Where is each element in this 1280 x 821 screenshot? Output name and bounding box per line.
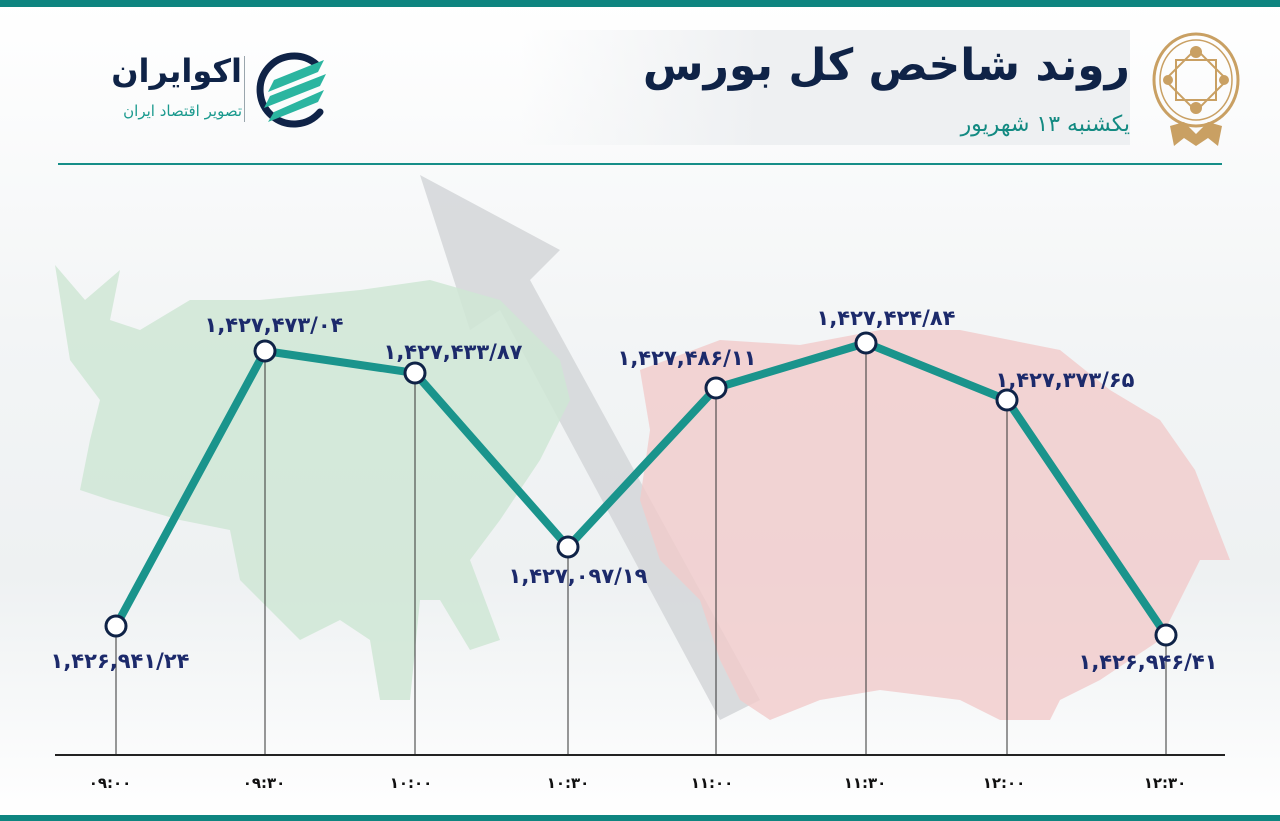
value-label-1230: ۱,۴۲۶,۹۴۶/۴۱ [1078, 650, 1218, 674]
header-divider [58, 163, 1222, 165]
value-label-1130: ۱,۴۲۷,۴۲۴/۸۴ [816, 306, 956, 330]
page-subtitle-date: یکشنبه ۱۳ شهریور [960, 112, 1130, 137]
time-label-1030: ۱۰:۳۰ [546, 774, 590, 792]
time-label-0900: ۰۹:۰۰ [88, 774, 132, 792]
drop-lines [115, 343, 1167, 754]
value-label-1100: ۱,۴۲۷,۴۸۶/۱۱ [617, 346, 757, 370]
time-label-1100: ۱۱:۰۰ [690, 774, 734, 792]
value-label-0930: ۱,۴۲۷,۴۷۳/۰۴ [204, 313, 344, 337]
time-label-1200: ۱۲:۰۰ [982, 774, 1026, 792]
brand-name: اکوایران [111, 52, 242, 90]
data-markers [104, 331, 1178, 647]
time-label-0930: ۰۹:۳۰ [242, 774, 286, 792]
time-label-1230: ۱۲:۳۰ [1143, 774, 1187, 792]
value-label-1000: ۱,۴۲۷,۴۳۳/۸۷ [383, 340, 523, 364]
value-label-1030: ۱,۴۲۷,۰۹۷/۱۹ [508, 564, 648, 588]
time-label-1130: ۱۱:۳۰ [843, 774, 887, 792]
value-label-1200: ۱,۴۲۷,۳۷۳/۶۵ [995, 368, 1135, 392]
page-title: روند شاخص کل بورس [642, 40, 1130, 91]
x-axis-line [55, 754, 1225, 756]
brand-separator [244, 56, 245, 122]
ecoiran-logo-icon [256, 52, 326, 128]
stock-exchange-emblem-icon [1152, 32, 1240, 146]
index-line [112, 339, 1170, 639]
title-background [520, 30, 1130, 145]
value-label-0900: ۱,۴۲۶,۹۴۱/۲۴ [50, 649, 190, 673]
bottom-accent-bar [0, 815, 1280, 821]
brand-tagline: تصویر اقتصاد ایران [123, 102, 242, 120]
time-label-1000: ۱۰:۰۰ [389, 774, 433, 792]
top-accent-bar [0, 0, 1280, 7]
brand-block: اکوایران تصویر اقتصاد ایران [74, 50, 334, 130]
